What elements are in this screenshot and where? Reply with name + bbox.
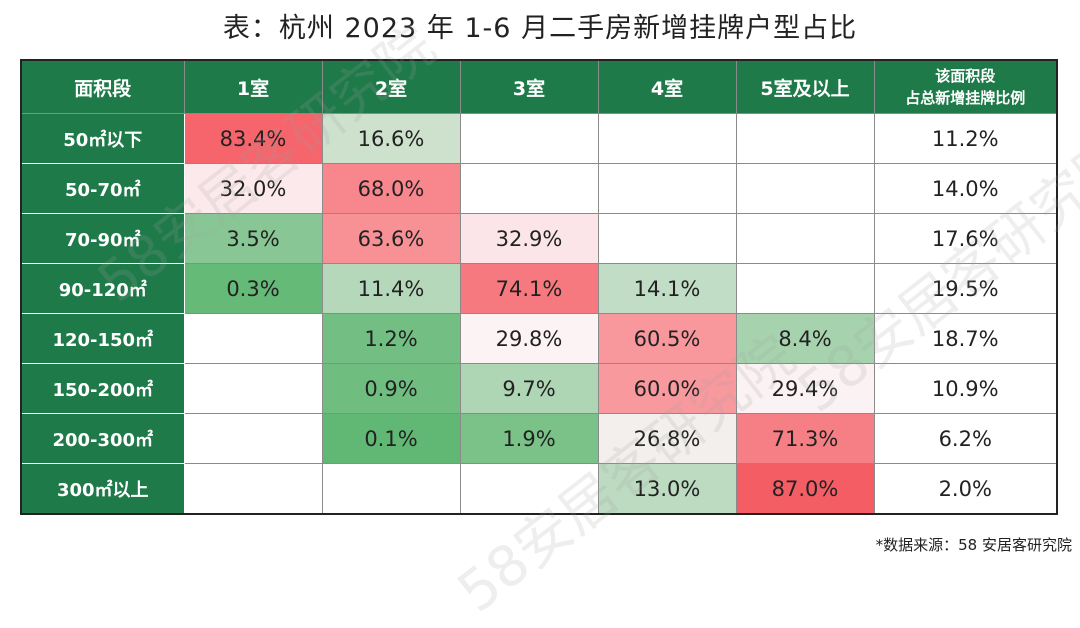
heatmap-cell: 29.4% xyxy=(735,363,875,414)
share-cell: 11.2% xyxy=(873,113,1058,164)
heatmap-cell: 71.3% xyxy=(735,413,875,464)
heatmap-cell xyxy=(321,463,461,515)
share-cell: 2.0% xyxy=(873,463,1058,515)
row-header-area: 90-120㎡ xyxy=(20,263,185,314)
share-cell: 19.5% xyxy=(873,263,1058,314)
table-row: 300㎡以上 13.0% 87.0% 2.0% xyxy=(20,463,1058,515)
heatmap-cell: 29.8% xyxy=(459,313,599,364)
heatmap-cell xyxy=(735,113,875,164)
heatmap-cell: 13.0% xyxy=(597,463,737,515)
header-row: 面积段 1室 2室 3室 4室 5室及以上 该面积段 占总新增挂牌比例 xyxy=(20,59,1058,114)
row-header-area: 150-200㎡ xyxy=(20,363,185,414)
table-row: 50-70㎡ 32.0% 68.0% 14.0% xyxy=(20,163,1058,214)
table-row: 50㎡以下 83.4% 16.6% 11.2% xyxy=(20,113,1058,164)
heatmap-cell xyxy=(597,213,737,264)
heatmap-cell: 83.4% xyxy=(183,113,323,164)
row-header-area: 300㎡以上 xyxy=(20,463,185,515)
heatmap-cell: 8.4% xyxy=(735,313,875,364)
heatmap-cell: 87.0% xyxy=(735,463,875,515)
heatmap-cell: 0.3% xyxy=(183,263,323,314)
table-row: 70-90㎡ 3.5% 63.6% 32.9% 17.6% xyxy=(20,213,1058,264)
heatmap-cell: 32.0% xyxy=(183,163,323,214)
share-header-line2: 占总新增挂牌比例 xyxy=(905,89,1026,107)
column-header-1room: 1室 xyxy=(183,59,323,114)
heatmap-cell: 0.1% xyxy=(321,413,461,464)
heatmap-cell xyxy=(183,313,323,364)
heatmap-cell: 14.1% xyxy=(597,263,737,314)
row-header-area: 50㎡以下 xyxy=(20,113,185,164)
share-cell: 18.7% xyxy=(873,313,1058,364)
heatmap-cell xyxy=(459,113,599,164)
heatmap-cell xyxy=(735,263,875,314)
heatmap-cell xyxy=(459,163,599,214)
heatmap-cell: 3.5% xyxy=(183,213,323,264)
heatmap-cell: 16.6% xyxy=(321,113,461,164)
column-header-share: 该面积段 占总新增挂牌比例 xyxy=(873,59,1058,114)
row-header-area: 120-150㎡ xyxy=(20,313,185,364)
share-cell: 14.0% xyxy=(873,163,1058,214)
heatmap-cell xyxy=(597,113,737,164)
share-cell: 6.2% xyxy=(873,413,1058,464)
heatmap-cell: 68.0% xyxy=(321,163,461,214)
heatmap-cell xyxy=(183,413,323,464)
share-cell: 17.6% xyxy=(873,213,1058,264)
heatmap-cell xyxy=(597,163,737,214)
share-header-line1: 该面积段 xyxy=(935,67,996,85)
heatmap-cell xyxy=(735,213,875,264)
table-row: 120-150㎡ 1.2% 29.8% 60.5% 8.4% 18.7% xyxy=(20,313,1058,364)
chart-title: 表：杭州 2023 年 1-6 月二手房新增挂牌户型占比 xyxy=(222,13,858,44)
heatmap-cell xyxy=(459,463,599,515)
table-row: 150-200㎡ 0.9% 9.7% 60.0% 29.4% 10.9% xyxy=(20,363,1058,414)
column-header-area: 面积段 xyxy=(20,59,185,114)
heatmap-cell: 1.2% xyxy=(321,313,461,364)
heatmap-cell: 0.9% xyxy=(321,363,461,414)
heatmap-cell: 11.4% xyxy=(321,263,461,314)
table-body: 50㎡以下 83.4% 16.6% 11.2% 50-70㎡ 32.0% 68.0% 14.0… xyxy=(20,113,1058,515)
heatmap-cell: 60.0% xyxy=(597,363,737,414)
column-header-2room: 2室 xyxy=(321,59,461,114)
data-source-note: *数据来源：58 安居客研究院 xyxy=(875,536,1072,554)
heatmap-cell xyxy=(183,363,323,414)
heatmap-cell: 9.7% xyxy=(459,363,599,414)
column-header-4room: 4室 xyxy=(597,59,737,114)
table-row: 200-300㎡ 0.1% 1.9% 26.8% 71.3% 6.2% xyxy=(20,413,1058,464)
table-row: 90-120㎡ 0.3% 11.4% 74.1% 14.1% 19.5% xyxy=(20,263,1058,314)
heatmap-cell xyxy=(735,163,875,214)
heatmap-cell: 32.9% xyxy=(459,213,599,264)
row-header-area: 50-70㎡ xyxy=(20,163,185,214)
column-header-3room: 3室 xyxy=(459,59,599,114)
heatmap-cell: 1.9% xyxy=(459,413,599,464)
row-header-area: 70-90㎡ xyxy=(20,213,185,264)
column-header-5room-plus: 5室及以上 xyxy=(735,59,875,114)
heatmap-cell: 74.1% xyxy=(459,263,599,314)
heatmap-cell: 63.6% xyxy=(321,213,461,264)
heatmap-cell: 60.5% xyxy=(597,313,737,364)
heatmap-cell xyxy=(183,463,323,515)
heatmap-table: 面积段 1室 2室 3室 4室 5室及以上 该面积段 占总新增挂牌比例 50㎡以… xyxy=(20,59,1058,515)
heatmap-cell: 26.8% xyxy=(597,413,737,464)
row-header-area: 200-300㎡ xyxy=(20,413,185,464)
share-cell: 10.9% xyxy=(873,363,1058,414)
